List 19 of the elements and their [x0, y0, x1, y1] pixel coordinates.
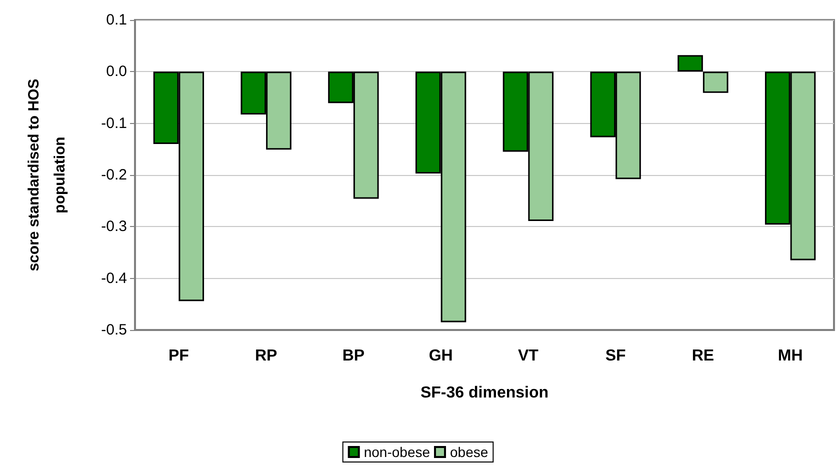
x-axis-title: SF-36 dimension — [420, 384, 549, 402]
y-tick-label: -0.2 — [101, 166, 127, 184]
legend-label: obese — [450, 444, 488, 460]
x-tick-label: PF — [168, 348, 190, 364]
x-tick-label: MH — [778, 348, 803, 364]
x-tick-label: VT — [518, 348, 539, 364]
x-tick-label: SF — [605, 348, 626, 364]
x-tick-label: RE — [692, 348, 714, 364]
y-tick-label: -0.4 — [101, 270, 127, 287]
legend-label: non-obese — [364, 444, 430, 460]
x-tick-label: RP — [254, 348, 278, 364]
y-tick-label: -0.1 — [101, 114, 127, 132]
x-tick-label: BP — [342, 348, 365, 364]
y-tick-label: -0.5 — [101, 322, 127, 338]
y-tick-label: 0.0 — [106, 63, 127, 80]
x-tick-label: GH — [428, 348, 453, 364]
y-tick-label: -0.3 — [101, 218, 127, 236]
y-tick-label: 0.1 — [106, 12, 127, 28]
y-axis-title: score standardised to HOS population — [26, 78, 68, 272]
